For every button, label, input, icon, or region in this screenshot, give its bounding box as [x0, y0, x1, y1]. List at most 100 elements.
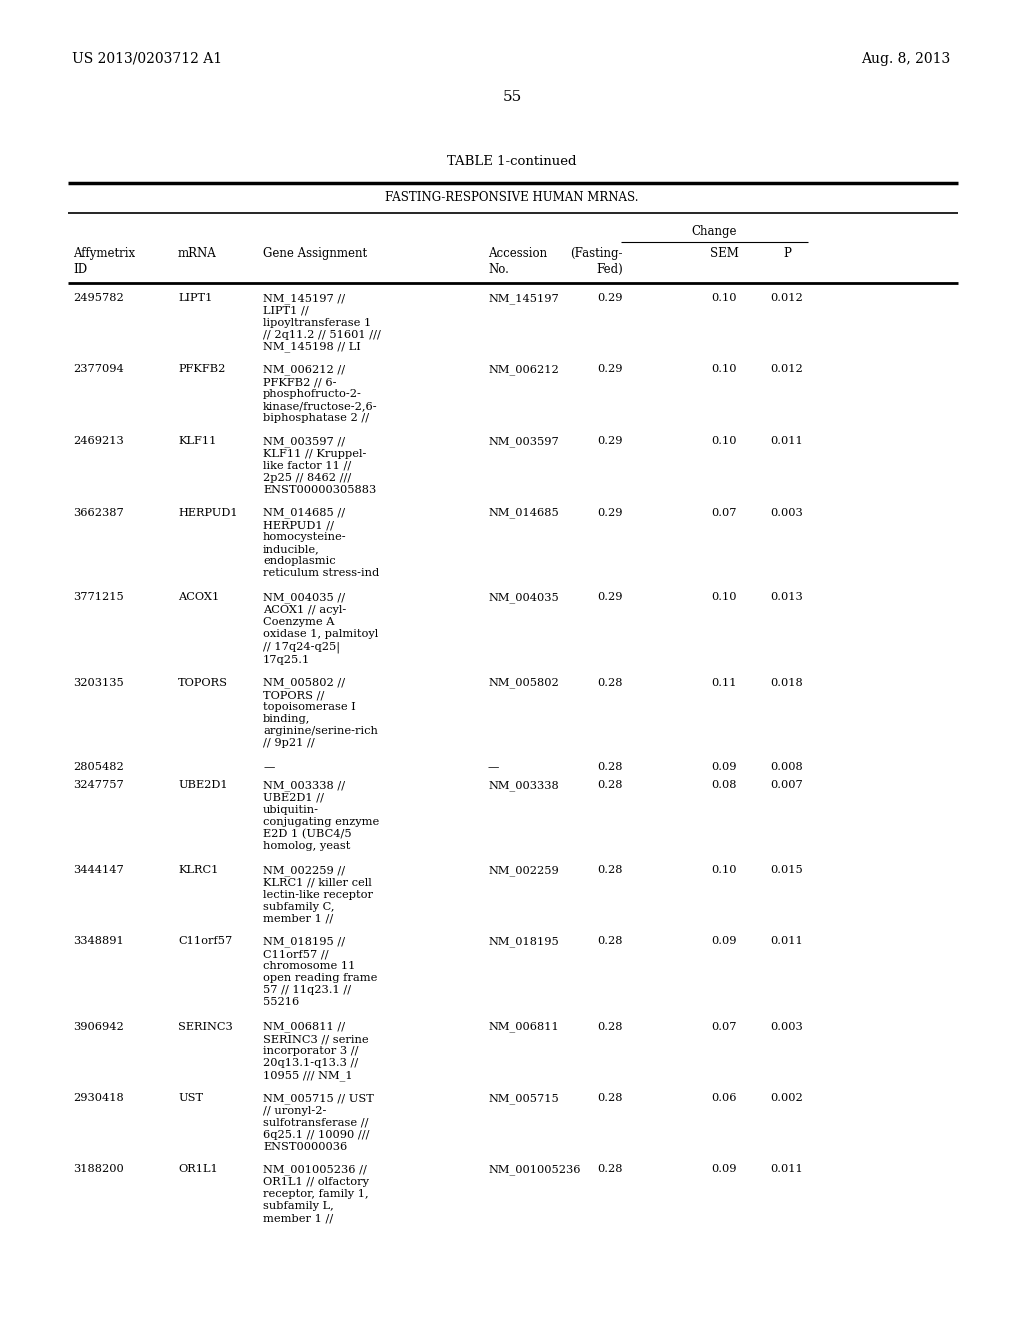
Text: 0.28: 0.28 [597, 763, 623, 772]
Text: Aug. 8, 2013: Aug. 8, 2013 [861, 51, 950, 66]
Text: (Fasting-
Fed): (Fasting- Fed) [570, 247, 623, 276]
Text: 3771215: 3771215 [73, 593, 124, 602]
Text: ACOX1: ACOX1 [178, 593, 219, 602]
Text: 3906942: 3906942 [73, 1022, 124, 1031]
Text: 0.007: 0.007 [771, 780, 804, 789]
Text: 0.013: 0.013 [771, 593, 804, 602]
Text: NM_006811: NM_006811 [488, 1022, 559, 1032]
Text: 0.10: 0.10 [712, 865, 736, 875]
Text: UBE2D1: UBE2D1 [178, 780, 227, 789]
Text: NM_145197: NM_145197 [488, 293, 559, 304]
Text: 3203135: 3203135 [73, 677, 124, 688]
Text: 2495782: 2495782 [73, 293, 124, 304]
Text: NM_002259: NM_002259 [488, 865, 559, 875]
Text: NM_005802 //
TOPORS //
topoisomerase I
binding,
arginine/serine-rich
// 9p21 //: NM_005802 // TOPORS // topoisomerase I b… [263, 677, 378, 748]
Text: 0.09: 0.09 [712, 936, 736, 946]
Text: NM_006212 //
PFKFB2 // 6-
phosphofructo-2-
kinase/fructose-2,6-
biphosphatase 2 : NM_006212 // PFKFB2 // 6- phosphofructo-… [263, 364, 378, 424]
Text: —: — [488, 763, 500, 772]
Text: TABLE 1-continued: TABLE 1-continued [447, 154, 577, 168]
Text: 0.28: 0.28 [597, 1022, 623, 1031]
Text: 0.08: 0.08 [712, 780, 736, 789]
Text: 0.10: 0.10 [712, 293, 736, 304]
Text: NM_003597 //
KLF11 // Kruppel-
like factor 11 //
2p25 // 8462 ///
ENST0000030588: NM_003597 // KLF11 // Kruppel- like fact… [263, 436, 376, 495]
Text: 0.011: 0.011 [771, 436, 804, 446]
Text: NM_005802: NM_005802 [488, 677, 559, 688]
Text: NM_004035 //
ACOX1 // acyl-
Coenzyme A
oxidase 1, palmitoyl
// 17q24-q25|
17q25.: NM_004035 // ACOX1 // acyl- Coenzyme A o… [263, 593, 378, 665]
Text: KLRC1: KLRC1 [178, 865, 218, 875]
Text: NM_003597: NM_003597 [488, 436, 559, 446]
Text: 0.28: 0.28 [597, 1093, 623, 1104]
Text: PFKFB2: PFKFB2 [178, 364, 225, 375]
Text: LIPT1: LIPT1 [178, 293, 212, 304]
Text: 0.10: 0.10 [712, 593, 736, 602]
Text: NM_002259 //
KLRC1 // killer cell
lectin-like receptor
subfamily C,
member 1 //: NM_002259 // KLRC1 // killer cell lectin… [263, 865, 373, 924]
Text: NM_003338: NM_003338 [488, 780, 559, 791]
Text: NM_014685: NM_014685 [488, 507, 559, 519]
Text: 0.28: 0.28 [597, 936, 623, 946]
Text: C11orf57: C11orf57 [178, 936, 232, 946]
Text: 55: 55 [503, 90, 521, 104]
Text: 0.011: 0.011 [771, 936, 804, 946]
Text: 0.015: 0.015 [771, 865, 804, 875]
Text: 0.28: 0.28 [597, 1164, 623, 1175]
Text: 3247757: 3247757 [73, 780, 124, 789]
Text: SEM: SEM [710, 247, 738, 260]
Text: P: P [783, 247, 791, 260]
Text: 0.018: 0.018 [771, 677, 804, 688]
Text: 2805482: 2805482 [73, 763, 124, 772]
Text: 0.09: 0.09 [712, 763, 736, 772]
Text: 0.008: 0.008 [771, 763, 804, 772]
Text: 3662387: 3662387 [73, 507, 124, 517]
Text: Affymetrix
ID: Affymetrix ID [73, 247, 135, 276]
Text: 0.29: 0.29 [597, 593, 623, 602]
Text: NM_005715 // UST
// uronyl-2-
sulfotransferase //
6q25.1 // 10090 ///
ENST000003: NM_005715 // UST // uronyl-2- sulfotrans… [263, 1093, 374, 1152]
Text: 0.002: 0.002 [771, 1093, 804, 1104]
Text: OR1L1: OR1L1 [178, 1164, 218, 1175]
Text: UST: UST [178, 1093, 203, 1104]
Text: 2377094: 2377094 [73, 364, 124, 375]
Text: 0.28: 0.28 [597, 780, 623, 789]
Text: 0.29: 0.29 [597, 364, 623, 375]
Text: 0.07: 0.07 [712, 507, 736, 517]
Text: 0.10: 0.10 [712, 436, 736, 446]
Text: NM_145197 //
LIPT1 //
lipoyltransferase 1
// 2q11.2 // 51601 ///
NM_145198 // LI: NM_145197 // LIPT1 // lipoyltransferase … [263, 293, 381, 352]
Text: NM_001005236 //
OR1L1 // olfactory
receptor, family 1,
subfamily L,
member 1 //: NM_001005236 // OR1L1 // olfactory recep… [263, 1164, 369, 1224]
Text: 0.003: 0.003 [771, 507, 804, 517]
Text: NM_018195: NM_018195 [488, 936, 559, 948]
Text: 0.10: 0.10 [712, 364, 736, 375]
Text: 0.012: 0.012 [771, 364, 804, 375]
Text: 0.28: 0.28 [597, 677, 623, 688]
Text: NM_006811 //
SERINC3 // serine
incorporator 3 //
20q13.1-q13.3 //
10955 /// NM_1: NM_006811 // SERINC3 // serine incorpora… [263, 1022, 369, 1081]
Text: 2469213: 2469213 [73, 436, 124, 446]
Text: 0.003: 0.003 [771, 1022, 804, 1031]
Text: FASTING-RESPONSIVE HUMAN MRNAS.: FASTING-RESPONSIVE HUMAN MRNAS. [385, 191, 639, 205]
Text: —: — [263, 763, 274, 772]
Text: 0.29: 0.29 [597, 507, 623, 517]
Text: Change: Change [692, 224, 737, 238]
Text: TOPORS: TOPORS [178, 677, 228, 688]
Text: 0.29: 0.29 [597, 293, 623, 304]
Text: 0.29: 0.29 [597, 436, 623, 446]
Text: Gene Assignment: Gene Assignment [263, 247, 368, 260]
Text: 0.011: 0.011 [771, 1164, 804, 1175]
Text: NM_018195 //
C11orf57 //
chromosome 11
open reading frame
57 // 11q23.1 //
55216: NM_018195 // C11orf57 // chromosome 11 o… [263, 936, 378, 1007]
Text: 3348891: 3348891 [73, 936, 124, 946]
Text: SERINC3: SERINC3 [178, 1022, 232, 1031]
Text: 0.012: 0.012 [771, 293, 804, 304]
Text: NM_003338 //
UBE2D1 //
ubiquitin-
conjugating enzyme
E2D 1 (UBC4/5
homolog, yeas: NM_003338 // UBE2D1 // ubiquitin- conjug… [263, 780, 379, 851]
Text: Accession
No.: Accession No. [488, 247, 547, 276]
Text: 3188200: 3188200 [73, 1164, 124, 1175]
Text: NM_014685 //
HERPUD1 //
homocysteine-
inducible,
endoplasmic
reticulum stress-in: NM_014685 // HERPUD1 // homocysteine- in… [263, 507, 379, 578]
Text: NM_006212: NM_006212 [488, 364, 559, 375]
Text: mRNA: mRNA [178, 247, 217, 260]
Text: 0.28: 0.28 [597, 865, 623, 875]
Text: 0.07: 0.07 [712, 1022, 736, 1031]
Text: NM_001005236: NM_001005236 [488, 1164, 581, 1175]
Text: 0.09: 0.09 [712, 1164, 736, 1175]
Text: HERPUD1: HERPUD1 [178, 507, 238, 517]
Text: NM_005715: NM_005715 [488, 1093, 559, 1104]
Text: NM_004035: NM_004035 [488, 593, 559, 603]
Text: 0.11: 0.11 [712, 677, 736, 688]
Text: 3444147: 3444147 [73, 865, 124, 875]
Text: 0.06: 0.06 [712, 1093, 736, 1104]
